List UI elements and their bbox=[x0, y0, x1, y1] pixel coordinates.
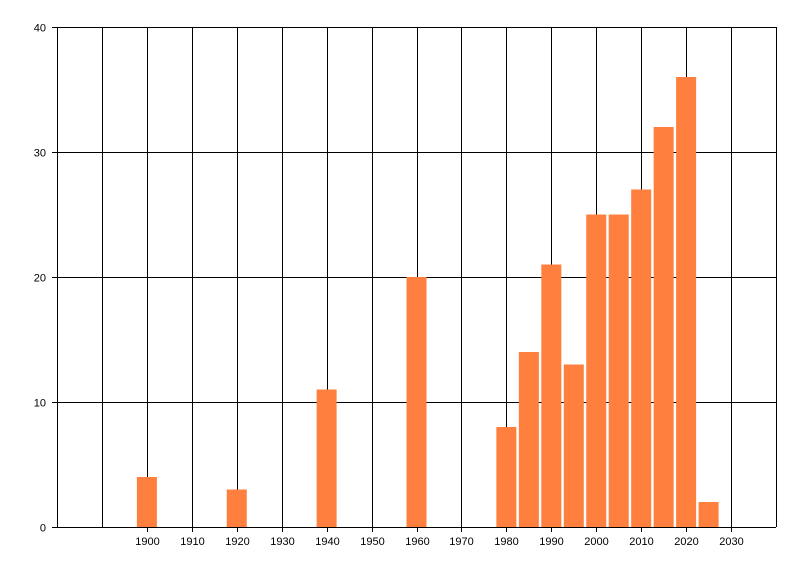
bar bbox=[653, 127, 674, 527]
y-tick-label: 30 bbox=[34, 148, 46, 160]
x-tick-label: 1990 bbox=[539, 536, 563, 548]
x-tick-label: 1960 bbox=[405, 536, 429, 548]
bar bbox=[631, 189, 652, 527]
x-tick-label: 1920 bbox=[225, 536, 249, 548]
y-tick-label: 20 bbox=[34, 273, 46, 285]
x-tick-label: 2000 bbox=[584, 536, 608, 548]
bar bbox=[608, 214, 629, 527]
x-tick-label: 1950 bbox=[360, 536, 384, 548]
bar bbox=[563, 364, 584, 527]
x-tick-label: 1900 bbox=[135, 536, 159, 548]
x-tick-label: 1980 bbox=[494, 536, 518, 548]
x-tick-label: 1910 bbox=[180, 536, 204, 548]
x-tick-labels: 1900 1910 1920 1930 1940 1950 1960 1970 1980 1990… bbox=[135, 536, 743, 548]
x-tick-label: 1970 bbox=[449, 536, 473, 548]
bar bbox=[676, 77, 697, 527]
axes bbox=[52, 27, 776, 532]
x-tick-label: 2020 bbox=[674, 536, 698, 548]
bar bbox=[586, 214, 607, 527]
y-tick-labels: 0 10 20 30 40 bbox=[34, 23, 46, 535]
x-tick-label: 1930 bbox=[270, 536, 294, 548]
bar bbox=[136, 477, 157, 527]
y-tick-label: 0 bbox=[40, 523, 46, 535]
y-tick-label: 40 bbox=[34, 23, 46, 35]
bar bbox=[406, 277, 427, 527]
x-tick-label: 1940 bbox=[315, 536, 339, 548]
bar bbox=[316, 389, 337, 527]
bars bbox=[136, 77, 719, 527]
x-tick-label: 2030 bbox=[719, 536, 743, 548]
y-tick-label: 10 bbox=[34, 398, 46, 410]
bar bbox=[518, 352, 539, 527]
bar bbox=[698, 502, 719, 527]
x-tick-label: 2010 bbox=[629, 536, 653, 548]
bar bbox=[496, 427, 517, 527]
bar bbox=[541, 264, 562, 527]
bar bbox=[226, 489, 247, 527]
